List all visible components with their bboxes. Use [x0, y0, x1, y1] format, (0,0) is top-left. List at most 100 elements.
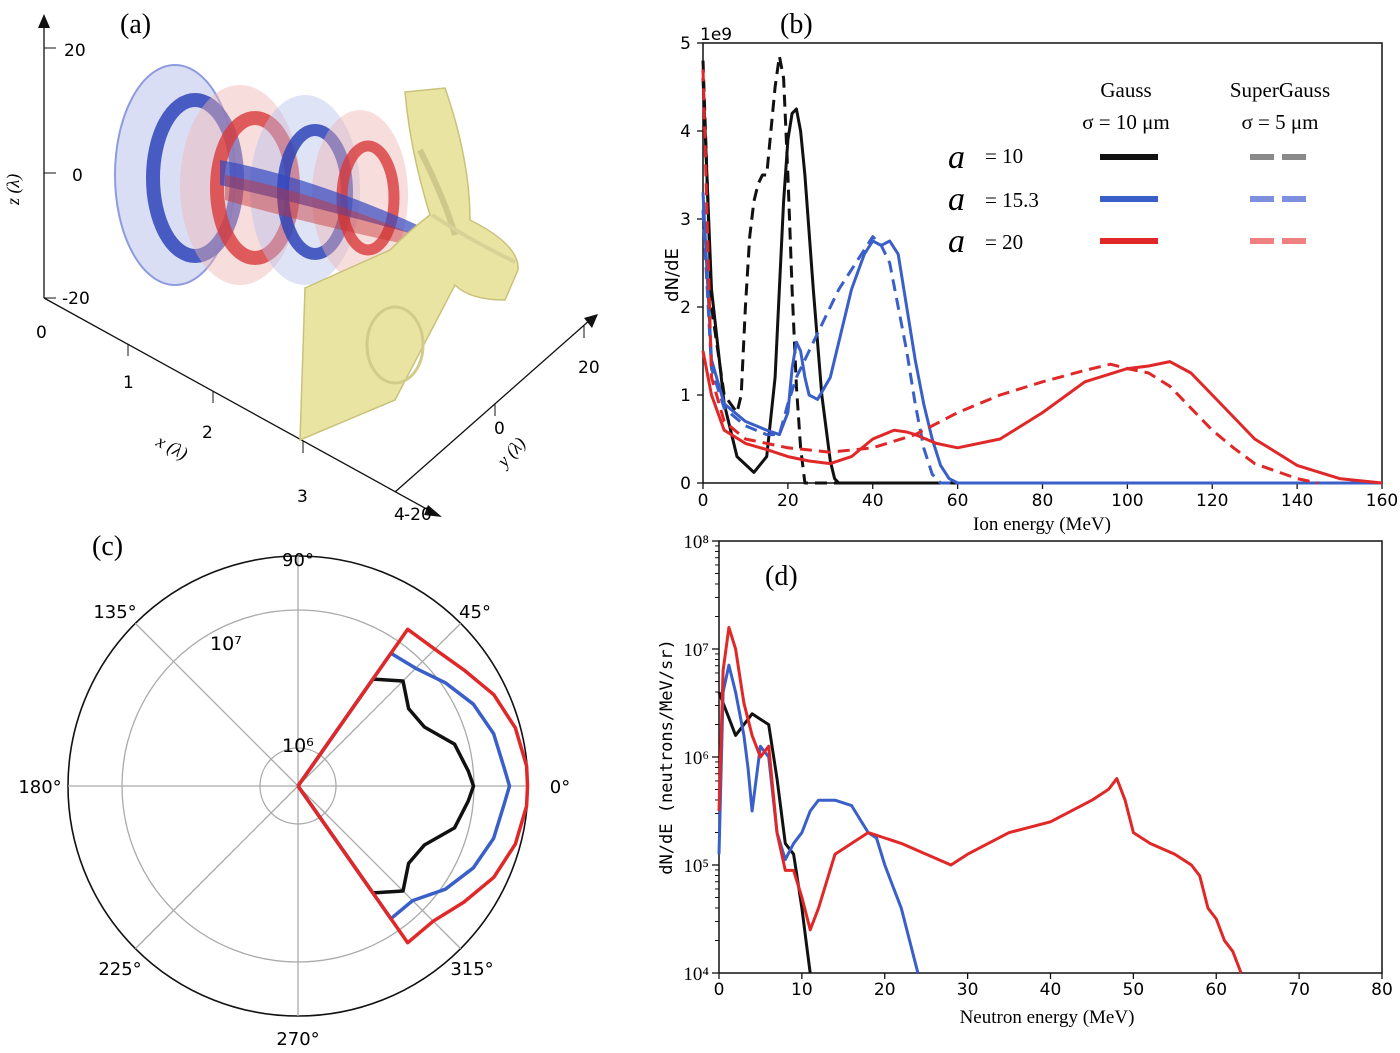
polar-radius-label: 10⁷ [210, 633, 242, 655]
b-y-multiplier: 1e9 [700, 25, 732, 45]
y-axis [394, 319, 591, 493]
d-x-axis: 0 10 20 30 40 50 60 70 80 [714, 973, 1393, 1000]
d-y-tick-label: 10⁵ [683, 856, 709, 877]
x-axis-label: x (λ) [152, 430, 191, 464]
d-x-axis-label: Neutron energy (MeV) [960, 1007, 1135, 1028]
b-series-black-solid [701, 78, 1382, 485]
b-series-blue-solid [701, 192, 1382, 485]
b-y-axis-label: dN/dE [662, 248, 683, 302]
polar-angle-label: 135° [93, 602, 136, 623]
b-y-tick-label: 1 [680, 386, 691, 406]
b-series-black-dashed [701, 54, 1382, 485]
polar-angle-label: 45° [459, 602, 491, 623]
polar-angle-label: 270° [276, 1029, 319, 1050]
legend-gauss-header: Gauss [1100, 78, 1151, 102]
polar-angle-label: 90° [282, 550, 314, 571]
legend-a-symbol: a [948, 223, 965, 260]
y-tick-label: 0 [494, 419, 505, 439]
d-series-black [717, 691, 812, 974]
panel-d-label: (d) [765, 561, 798, 592]
z-tick-label: 0 [72, 166, 83, 186]
y-tick-label: -20 [404, 505, 432, 525]
legend-a-value: = 10 [985, 144, 1023, 168]
foil-target-image [299, 87, 519, 442]
x-tick-label: 0 [36, 323, 47, 343]
b-x-tick-label: 20 [777, 491, 799, 511]
d-series-red [717, 625, 1243, 974]
b-x-tick-label: 160 [1366, 491, 1398, 511]
d-y-tick-label: 10⁷ [683, 640, 709, 661]
b-x-tick-label: 100 [1111, 491, 1143, 511]
panel-b-label: (b) [780, 9, 813, 40]
polar-spoke [134, 785, 299, 950]
panel-c: (c) 0° 45° 90° 135° 180° 225° 270° 315° 10⁶ 10⁷ [18, 531, 570, 1050]
polar-angle-label: 0° [550, 777, 570, 798]
d-x-tick-label: 20 [874, 980, 896, 1000]
b-series-red-solid [701, 350, 1383, 485]
d-x-tick-label: 30 [957, 980, 979, 1000]
x-tick-label: 1 [123, 373, 134, 393]
b-series-group [701, 54, 1383, 485]
d-x-tick-label: 50 [1123, 980, 1145, 1000]
legend-a-value: = 20 [985, 230, 1023, 254]
panel-a-label: (a) [120, 9, 151, 40]
d-y-tick-label: 10⁸ [683, 532, 709, 553]
b-x-tick-label: 0 [698, 491, 709, 511]
b-series-blue-dashed [701, 210, 1382, 485]
b-y-tick-label: 4 [680, 122, 691, 142]
legend-supergauss-sigma: σ = 5 μm [1241, 110, 1318, 134]
b-y-tick-label: 5 [680, 34, 691, 54]
b-x-tick-label: 120 [1196, 491, 1228, 511]
x-tick-label: 3 [297, 487, 308, 507]
panel-a: (a) 20 0 -20 z (λ) 0 1 2 3 4 x (λ) 20 0 … [3, 9, 600, 525]
b-x-tick-label: 140 [1281, 491, 1313, 511]
b-y-tick-label: 0 [680, 474, 691, 494]
c-angle-labels: 0° 45° 90° 135° 180° 225° 270° 315° 10⁶ 10⁷ [18, 550, 570, 1050]
b-y-tick-label: 3 [680, 210, 691, 230]
d-x-tick-label: 70 [1288, 980, 1310, 1000]
legend-a-symbol: a [948, 181, 965, 218]
b-x-tick-label: 40 [862, 491, 884, 511]
y-tick-label: 20 [578, 358, 600, 378]
y-axis-arrow-icon [584, 314, 598, 328]
plot-b-frame [702, 42, 1383, 484]
z-axis-label: z (λ) [3, 174, 24, 206]
b-x-tick-label: 80 [1032, 491, 1054, 511]
polar-angle-label: 225° [98, 959, 141, 980]
x-tick-label: 2 [202, 423, 213, 443]
panel-d: (d) 10⁴ 10⁵ 10⁶ 10⁷ 10⁸ 0 10 20 30 40 50 60 70 80 dN… [657, 532, 1393, 1028]
c-series-group [296, 627, 530, 945]
b-legend: Gauss σ = 10 μm SuperGauss σ = 5 μm a = … [948, 78, 1330, 260]
legend-a-value: = 15.3 [985, 188, 1039, 212]
b-y-tick-label: 2 [680, 298, 691, 318]
b-series-red-dashed [701, 69, 1319, 485]
panel-c-label: (c) [92, 531, 123, 562]
d-x-tick-label: 10 [791, 980, 813, 1000]
x-tick-label: 4 [394, 505, 405, 525]
field-isosurfaces-image [114, 64, 470, 286]
d-x-tick-label: 0 [714, 980, 725, 1000]
z-tick-label: 20 [64, 41, 86, 61]
b-x-tick-label: 60 [947, 491, 969, 511]
d-series-blue [717, 663, 920, 974]
z-axis-arrow-icon [38, 14, 50, 28]
z-tick-label: -20 [62, 289, 90, 309]
polar-spoke [297, 785, 462, 950]
polar-spoke [297, 622, 462, 787]
d-y-tick-label: 10⁴ [683, 964, 709, 985]
x-axis-arrow-icon [424, 505, 442, 517]
c-series-red [296, 627, 530, 945]
x-axis [43, 297, 433, 513]
d-series-group [717, 625, 1243, 974]
b-y-axis: 0 1 2 3 4 5 [680, 34, 703, 494]
d-x-tick-label: 40 [1040, 980, 1062, 1000]
d-y-tick-label: 10⁶ [683, 748, 709, 769]
d-y-axis: 10⁴ 10⁵ 10⁶ 10⁷ 10⁸ [683, 532, 719, 985]
legend-gauss-sigma: σ = 10 μm [1082, 110, 1170, 134]
d-y-axis-label: dN/dE (neutrons/MeV/sr) [657, 639, 677, 874]
c-series-blue [296, 651, 512, 921]
legend-supergauss-header: SuperGauss [1230, 78, 1330, 102]
polar-angle-label: 180° [18, 777, 61, 798]
panel-b: (b) 0 1 2 3 4 5 0 20 40 60 80 100 120 140 160 1e9 dN/… [662, 9, 1398, 535]
